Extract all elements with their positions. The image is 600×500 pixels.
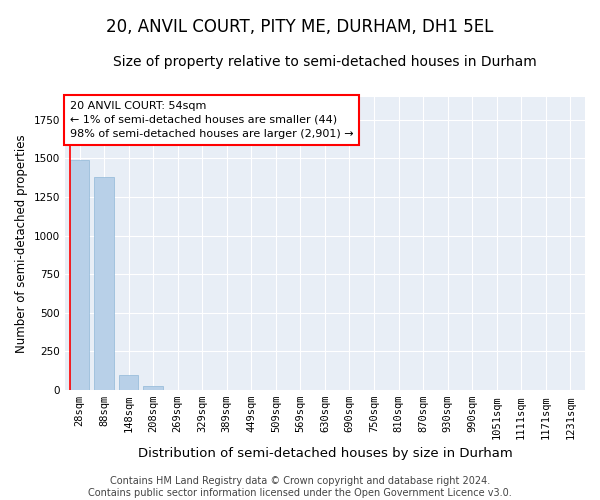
Y-axis label: Number of semi-detached properties: Number of semi-detached properties	[15, 134, 28, 352]
Text: 20, ANVIL COURT, PITY ME, DURHAM, DH1 5EL: 20, ANVIL COURT, PITY ME, DURHAM, DH1 5E…	[106, 18, 494, 36]
Bar	[143, 386, 163, 390]
Text: 20 ANVIL COURT: 54sqm
← 1% of semi-detached houses are smaller (44)
98% of semi-: 20 ANVIL COURT: 54sqm ← 1% of semi-detac…	[70, 101, 353, 139]
Bar	[94, 177, 114, 390]
Bar	[119, 376, 139, 390]
X-axis label: Distribution of semi-detached houses by size in Durham: Distribution of semi-detached houses by …	[137, 447, 512, 460]
Bar	[70, 160, 89, 390]
Text: Contains HM Land Registry data © Crown copyright and database right 2024.
Contai: Contains HM Land Registry data © Crown c…	[88, 476, 512, 498]
Title: Size of property relative to semi-detached houses in Durham: Size of property relative to semi-detach…	[113, 55, 537, 69]
